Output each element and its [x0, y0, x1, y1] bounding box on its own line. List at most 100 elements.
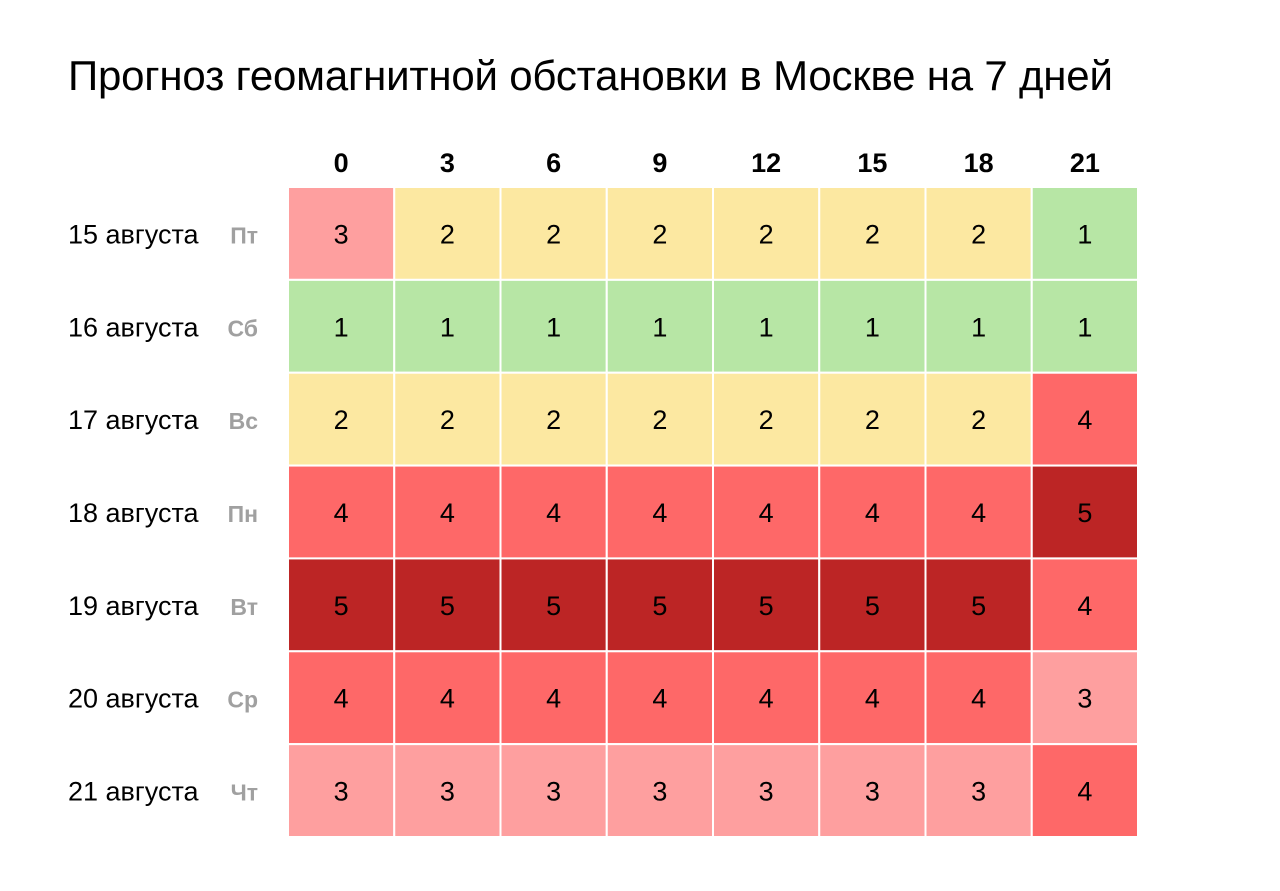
heatmap-cell-value: 2: [440, 219, 455, 249]
heatmap-cell: [818, 464, 927, 560]
heatmap-cell-value: 4: [1077, 591, 1092, 621]
heatmap-cell: [818, 557, 927, 653]
heatmap-cell-value: 1: [1077, 219, 1092, 249]
heatmap-cell: [712, 464, 821, 560]
heatmap-cell-value: 2: [546, 405, 561, 435]
heatmap-cell-value: 4: [971, 498, 986, 528]
heatmap-cell-value: 4: [759, 684, 774, 714]
heatmap-cell-value: 4: [865, 498, 880, 528]
heatmap-cell-value: 5: [759, 591, 774, 621]
heatmap-cell: [1030, 743, 1139, 839]
heatmap-cell: [1030, 278, 1139, 374]
heatmap-cell: [924, 371, 1033, 467]
heatmap-cell-value: 2: [546, 219, 561, 249]
heatmap-cell-value: 3: [971, 777, 986, 807]
heatmap-cell: [605, 278, 714, 374]
heatmap-cell: [1030, 371, 1139, 467]
heatmap-cell: [393, 371, 502, 467]
heatmap-cell: [605, 743, 714, 839]
heatmap-cell: [712, 743, 821, 839]
heatmap-cell: [924, 743, 1033, 839]
heatmap-cell-value: 4: [440, 684, 455, 714]
heatmap-cell: [287, 464, 396, 560]
heatmap-cell-value: 5: [440, 591, 455, 621]
heatmap-cell: [393, 186, 502, 281]
heatmap-cell-value: 2: [652, 405, 667, 435]
column-header-18: 18: [964, 148, 994, 178]
heatmap-cell-value: 1: [865, 312, 880, 342]
heatmap-cell: [287, 650, 396, 746]
heatmap-cell-value: 4: [440, 498, 455, 528]
heatmap-cell: [499, 743, 608, 839]
row-weekday-label: Вс: [229, 408, 259, 434]
heatmap-cell-value: 5: [1077, 498, 1092, 528]
heatmap-cell: [393, 278, 502, 374]
heatmap-cell-value: 2: [759, 405, 774, 435]
heatmap-cell-value: 4: [652, 498, 667, 528]
row-date-label: 18 августа: [68, 498, 200, 528]
heatmap-cell-value: 5: [971, 591, 986, 621]
heatmap-cell-value: 5: [334, 591, 349, 621]
heatmap-cell: [287, 186, 396, 281]
heatmap-cell: [924, 557, 1033, 653]
heatmap-cell-value: 4: [652, 684, 667, 714]
heatmap-cell-value: 2: [652, 219, 667, 249]
row-date-label: 17 августа: [68, 405, 200, 435]
heatmap-cell-value: 4: [1077, 405, 1092, 435]
heatmap-cell-value: 1: [759, 312, 774, 342]
heatmap-cell-value: 5: [652, 591, 667, 621]
heatmap-cell: [924, 650, 1033, 746]
heatmap-cell: [605, 650, 714, 746]
heatmap-cell-value: 4: [971, 684, 986, 714]
heatmap-cell: [818, 278, 927, 374]
heatmap-cell-value: 4: [334, 684, 349, 714]
heatmap-cell-value: 4: [334, 498, 349, 528]
heatmap-cell: [499, 371, 608, 467]
heatmap-cell: [287, 743, 396, 839]
heatmap-cell-value: 2: [865, 219, 880, 249]
row-date-label: 21 августа: [68, 777, 200, 807]
heatmap-cell: [712, 650, 821, 746]
column-header-21: 21: [1070, 148, 1100, 178]
heatmap-cell: [1030, 186, 1139, 281]
column-header-9: 9: [652, 148, 667, 178]
heatmap-cell-value: 3: [334, 777, 349, 807]
heatmap-cell-value: 3: [546, 777, 561, 807]
heatmap-cell-value: 3: [1077, 684, 1092, 714]
row-weekday-label: Чт: [231, 780, 258, 806]
heatmap-cell-value: 2: [971, 219, 986, 249]
heatmap-cell-value: 4: [546, 498, 561, 528]
heatmap-cell: [818, 371, 927, 467]
row-date-label: 19 августа: [68, 591, 200, 621]
heatmap-cell: [499, 186, 608, 281]
row-weekday-label: Вт: [230, 594, 258, 620]
heatmap-cell-value: 3: [334, 219, 349, 249]
column-header-12: 12: [751, 148, 781, 178]
heatmap-cell-value: 3: [652, 777, 667, 807]
row-weekday-label: Ср: [227, 687, 258, 713]
page-title: Прогноз геомагнитной обстановки в Москве…: [68, 52, 1113, 99]
heatmap-cell-value: 2: [334, 405, 349, 435]
column-header-6: 6: [546, 148, 561, 178]
heatmap-cell: [924, 464, 1033, 560]
heatmap-cell-value: 2: [759, 219, 774, 249]
heatmap-cell-value: 5: [865, 591, 880, 621]
column-header-0: 0: [334, 148, 349, 178]
row-weekday-label: Сб: [227, 315, 258, 341]
heatmap-cell: [287, 278, 396, 374]
column-header-3: 3: [440, 148, 455, 178]
heatmap-cell-value: 2: [440, 405, 455, 435]
heatmap-cell-value: 5: [546, 591, 561, 621]
heatmap-cell: [1030, 650, 1139, 746]
heatmap-cell-value: 4: [865, 684, 880, 714]
heatmap-cell: [712, 371, 821, 467]
heatmap-cell: [393, 464, 502, 560]
heatmap-cell-value: 2: [971, 405, 986, 435]
heatmap-cell: [712, 278, 821, 374]
heatmap-cell-value: 4: [546, 684, 561, 714]
heatmap-cell-value: 1: [1077, 312, 1092, 342]
heatmap-cell: [818, 650, 927, 746]
heatmap-cell-value: 3: [865, 777, 880, 807]
heatmap-cell: [1030, 557, 1139, 653]
